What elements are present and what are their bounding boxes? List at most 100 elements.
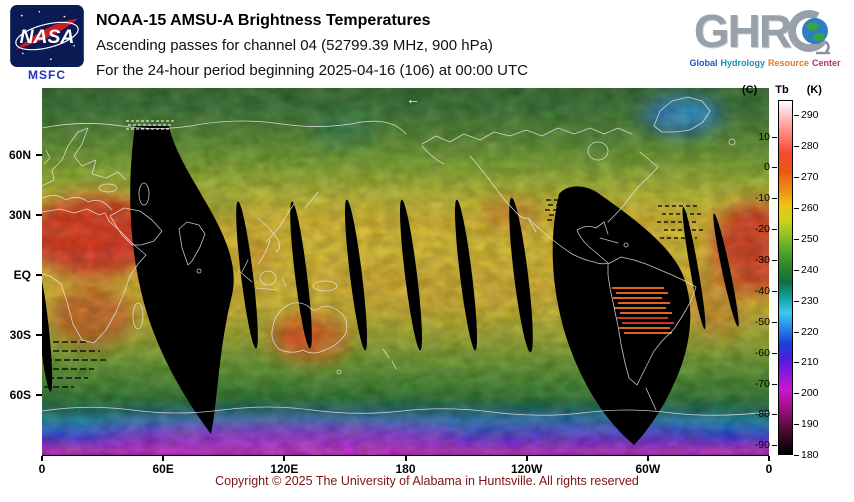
lat-label: 60S xyxy=(9,388,31,402)
kelvin-tick-mark xyxy=(794,424,799,426)
lat-label: EQ xyxy=(13,268,31,282)
kelvin-tick-mark xyxy=(794,115,799,117)
lon-tick-mark xyxy=(525,456,528,461)
coastline-africa xyxy=(42,208,147,344)
coastline-iceland xyxy=(728,138,736,146)
orbit-direction-arrow: ← xyxy=(406,91,420,107)
lon-label: 180 xyxy=(395,462,416,476)
colorbar-ticks: 290 280 270 260 250 240 230 220 210 200 190 180 10 0 -… xyxy=(755,100,819,461)
colorbar-right-unit: (K) xyxy=(806,84,822,96)
coastline-cuba xyxy=(599,237,619,244)
ghrc-tagline-word: Hydrology xyxy=(720,58,765,68)
celsius-tick-mark xyxy=(772,414,777,416)
scan-line-details xyxy=(44,120,704,388)
data-gap-sliver xyxy=(509,197,533,353)
coastline-new-zealand xyxy=(382,348,397,370)
colorbar-header: (C) Tb (K) xyxy=(742,84,822,96)
lat-tick-mark xyxy=(36,214,42,216)
lon-tick-mark xyxy=(646,456,649,461)
celsius-tick-label: 10 xyxy=(758,130,770,143)
nasa-center-label: MSFC xyxy=(28,68,66,82)
coastline-hispaniola xyxy=(623,242,629,248)
lat-tick-mark xyxy=(36,274,42,276)
coastline-japan xyxy=(304,191,319,209)
celsius-tick-mark xyxy=(772,136,777,138)
celsius-tick-mark xyxy=(772,290,777,292)
coastline-east-asia xyxy=(241,203,295,273)
celsius-tick-label: 0 xyxy=(764,161,770,174)
celsius-tick-label: -90 xyxy=(754,439,770,452)
coastline-india xyxy=(178,221,206,266)
celsius-tick-mark xyxy=(772,321,777,323)
coastline-north-america-west xyxy=(421,145,609,265)
ghrc-tagline-word: Center xyxy=(812,58,841,68)
coastline-sri-lanka xyxy=(196,268,202,274)
kelvin-tick-mark xyxy=(794,238,799,240)
celsius-tick-mark xyxy=(772,352,777,354)
data-gap-sliver xyxy=(399,199,423,351)
coastline-mediterranean xyxy=(42,195,113,211)
kelvin-tick-label: 200 xyxy=(801,387,819,400)
kelvin-tick-mark xyxy=(794,455,799,456)
colorbar-gradient xyxy=(778,100,793,455)
lon-tick-mark xyxy=(768,456,770,461)
kelvin-tick-label: 230 xyxy=(801,294,819,307)
lat-tick-mark xyxy=(36,394,42,396)
map-container: ← xyxy=(42,88,769,455)
kelvin-tick-label: 240 xyxy=(801,263,819,276)
coastline-greenland xyxy=(653,96,711,133)
lon-tick-mark xyxy=(283,456,286,461)
lon-axis: 0 60E 120E 180 120W 60W 0 xyxy=(39,456,772,478)
lat-label: 60N xyxy=(8,148,31,162)
celsius-tick-mark xyxy=(772,445,777,447)
colorbar-title: Tb xyxy=(775,84,789,96)
globe-ocean xyxy=(802,18,829,44)
subtitle-period: For the 24-hour period beginning 2025-04… xyxy=(96,62,528,79)
coastline-north-america-arctic xyxy=(421,127,633,145)
kelvin-tick-label: 290 xyxy=(801,109,819,122)
celsius-tick-label: -30 xyxy=(754,254,770,267)
brightness-temperature-map: ← xyxy=(42,88,769,455)
ghrc-wordmark: GHR xyxy=(680,2,850,60)
kelvin-tick-label: 250 xyxy=(801,232,819,245)
kelvin-tick-mark xyxy=(794,177,799,179)
coastline-europe xyxy=(42,127,127,187)
nasa-logo[interactable]: NASA MSFC xyxy=(8,5,86,82)
celsius-tick-mark xyxy=(772,167,777,169)
kelvin-tick-label: 180 xyxy=(801,449,819,461)
data-gap-sliver xyxy=(236,201,258,349)
lat-label: 30S xyxy=(9,328,31,342)
coastline-black-sea xyxy=(98,183,118,193)
celsius-tick-label: -70 xyxy=(754,377,770,390)
coastline-new-guinea xyxy=(312,280,338,292)
nasa-stars xyxy=(20,11,75,61)
lon-label: 0 xyxy=(765,462,773,476)
subtitle-channel: Ascending passes for channel 04 (52799.3… xyxy=(96,37,493,54)
lat-tick-mark xyxy=(36,334,42,336)
data-gap-sliver xyxy=(344,199,368,351)
ghrc-logo[interactable]: GHR Global Hydrology Resource Center xyxy=(680,2,850,68)
kelvin-tick-mark xyxy=(794,362,799,364)
ghrc-letters: GHR xyxy=(693,5,792,57)
data-gap-sliver xyxy=(454,199,478,351)
coastline-south-america xyxy=(607,256,697,386)
kelvin-tick-mark xyxy=(794,146,799,148)
kelvin-tick-label: 210 xyxy=(801,356,819,369)
celsius-tick-label: -40 xyxy=(754,284,770,297)
coastline-antarctic-peninsula xyxy=(645,387,657,411)
celsius-tick-mark xyxy=(772,229,777,231)
lon-tick-mark xyxy=(41,456,43,461)
globe-land-south xyxy=(813,33,826,41)
colorbar-left-unit: (C) xyxy=(742,84,758,96)
kelvin-tick-mark xyxy=(794,393,799,395)
kelvin-tick-mark xyxy=(794,269,799,271)
data-gap-sliver xyxy=(713,213,739,327)
coastline-north-america-east xyxy=(576,151,659,264)
lon-tick-mark xyxy=(162,456,165,461)
coastline-tasmania xyxy=(336,369,342,375)
kelvin-tick-mark xyxy=(794,331,799,333)
warm-scan-lines xyxy=(612,287,674,334)
nasa-insignia-icon: NASA xyxy=(10,5,84,67)
lat-label: 30N xyxy=(8,208,31,222)
coastline-indonesia xyxy=(237,269,287,291)
